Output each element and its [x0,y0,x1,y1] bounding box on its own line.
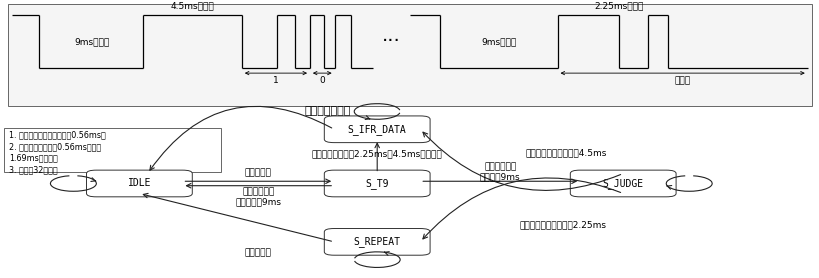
Bar [4,128,221,172]
Text: 9ms低电平: 9ms低电平 [75,37,109,46]
Text: 下降沿到来，时间满足2.25ms: 下降沿到来，时间满足2.25ms [519,220,606,229]
Text: 下降沿到来，时间满足4.5ms: 下降沿到来，时间满足4.5ms [525,148,606,157]
Text: 9ms低电平: 9ms低电平 [482,37,516,46]
Text: 2.25ms高电平: 2.25ms高电平 [594,1,643,10]
Text: S_JUDGE: S_JUDGE [602,178,643,189]
Text: 下降沿到来，时间2.25ms和4.5ms都不满足: 下降沿到来，时间2.25ms和4.5ms都不满足 [311,150,442,159]
FancyBboxPatch shape [324,229,429,255]
Text: 4.5ms高电平: 4.5ms高电平 [170,1,215,10]
FancyBboxPatch shape [324,116,429,143]
Text: 1: 1 [273,76,278,85]
FancyBboxPatch shape [87,170,192,197]
Text: 一次发送的数据: 一次发送的数据 [305,106,351,116]
Text: 上升沿到来: 上升沿到来 [245,249,271,257]
FancyBboxPatch shape [324,170,429,197]
FancyBboxPatch shape [570,170,675,197]
Text: 0: 0 [319,76,325,85]
Text: ···: ··· [382,32,400,51]
Text: S_REPEAT: S_REPEAT [353,236,400,247]
Text: 上升沿到来，
时间不满足9ms: 上升沿到来， 时间不满足9ms [235,187,281,207]
Text: 重复码: 重复码 [673,76,690,85]
Text: S_IFR_DATA: S_IFR_DATA [347,124,406,135]
Text: S_T9: S_T9 [365,178,388,189]
Text: IDLE: IDLE [128,178,151,188]
Text: 上升沿到来，
时间满足9ms: 上升沿到来， 时间满足9ms [479,162,520,182]
Text: 下降沿到来: 下降沿到来 [245,168,271,177]
Bar [8,4,811,106]
Text: 1. 上升沿到来，时间不满足0.56ms。
2. 下降沿到来，时间0.56ms或时间
1.69ms都不满足
3. 发送完32位数据: 1. 上升沿到来，时间不满足0.56ms。 2. 下降沿到来，时间0.56ms或… [9,130,106,175]
